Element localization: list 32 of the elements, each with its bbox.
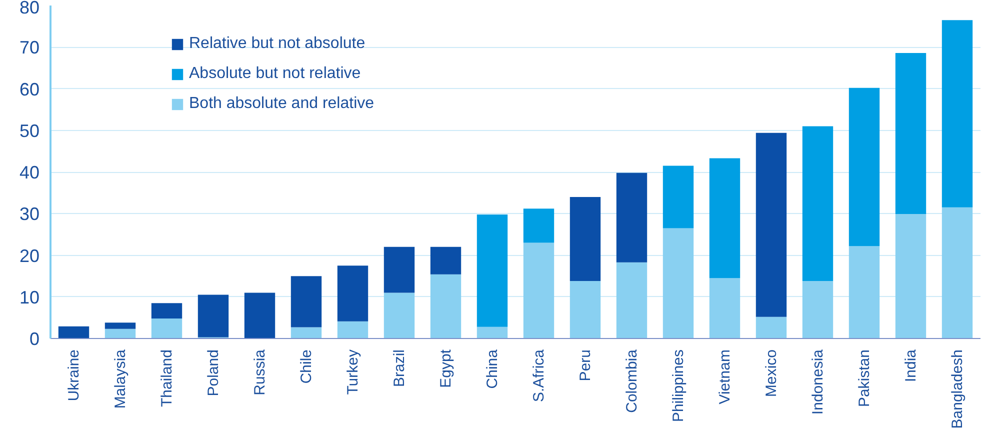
y-tick-label: 70 bbox=[19, 38, 40, 58]
x-tick-label: Mexico bbox=[762, 349, 780, 398]
y-tick-label: 80 bbox=[19, 0, 40, 18]
x-tick-label: China bbox=[484, 348, 501, 389]
x-tick-label: Chile bbox=[298, 349, 315, 384]
y-tick-label: 30 bbox=[19, 204, 40, 224]
x-tick-label: Vietnam bbox=[716, 349, 734, 404]
x-tick-label: Brazil bbox=[390, 349, 408, 388]
legend-label: Relative but not absolute bbox=[189, 35, 366, 53]
y-tick-label: 40 bbox=[19, 162, 40, 182]
x-tick-label: Peru bbox=[576, 349, 594, 382]
y-tick-label: 10 bbox=[19, 287, 40, 308]
x-tick-label: Turkey bbox=[344, 349, 362, 395]
x-tick-label: Pakistan bbox=[856, 349, 873, 408]
y-tick-label: 50 bbox=[19, 120, 40, 141]
y-tick-label: 0 bbox=[29, 329, 40, 349]
x-tick-label: India bbox=[902, 348, 920, 382]
x-tick-label: Indonesia bbox=[809, 348, 826, 415]
legend-label: Absolute but not relative bbox=[189, 65, 361, 83]
x-tick-label: Bangladesh bbox=[948, 350, 966, 429]
x-tick-label: Colombia bbox=[623, 348, 640, 413]
y-tick-label: 20 bbox=[19, 246, 40, 266]
x-tick-label: Thailand bbox=[158, 349, 176, 408]
x-tick-label: Ukraine bbox=[65, 350, 82, 402]
y-tick-label: 60 bbox=[19, 79, 40, 100]
x-tick-label: Egypt bbox=[437, 348, 454, 388]
x-tick-label: Poland bbox=[204, 349, 222, 396]
x-tick-label: S.Africa bbox=[530, 348, 548, 402]
x-tick-label: Russia bbox=[251, 348, 268, 396]
x-tick-label: Malaysia bbox=[112, 348, 129, 409]
legend-label: Both absolute and relative bbox=[189, 95, 374, 113]
x-tick-label: Philippines bbox=[670, 350, 687, 422]
